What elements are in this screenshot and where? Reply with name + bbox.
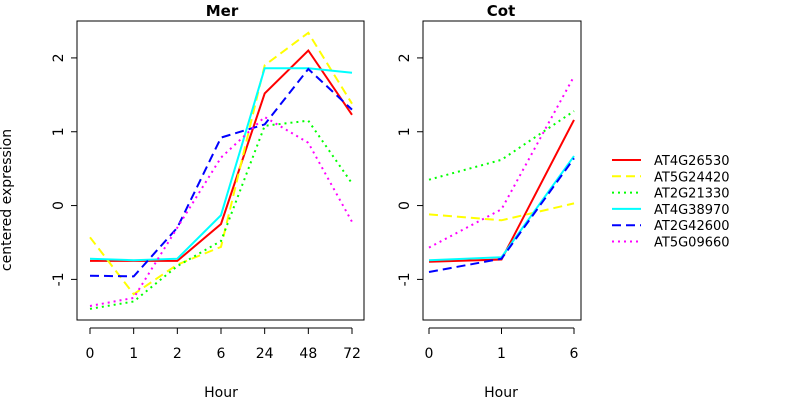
- legend-label: AT4G26530: [654, 154, 730, 169]
- legend-label: AT5G24420: [654, 170, 730, 185]
- x-tick-label: 0: [425, 346, 434, 362]
- x-tick-label: 1: [129, 346, 138, 362]
- series-line-at2g42600: [428, 157, 575, 273]
- series-line-at2g21330: [428, 110, 575, 181]
- series-line-at4g38970: [89, 67, 353, 262]
- y-tick-label: 1: [397, 127, 413, 136]
- legend-label: AT2G21330: [654, 187, 730, 202]
- series-line-at5g24420: [89, 31, 353, 296]
- panel-mer: Mer -1 0 1 2 0 1 2 6 24 48 72 Hour: [51, 2, 365, 400]
- x-tick-label: 48: [299, 346, 317, 362]
- y-axis-label: centered expression: [0, 129, 15, 271]
- series-line-at4g26530: [428, 119, 575, 263]
- x-tick-label: 6: [217, 346, 226, 362]
- y-tick-label: 0: [51, 201, 67, 210]
- panel-title-cot: Cot: [487, 2, 515, 20]
- series-line-at4g26530: [90, 48, 353, 262]
- series-lines-cot: [428, 75, 575, 273]
- y-tick-label: -1: [51, 272, 67, 286]
- x-tick-label: 2: [173, 346, 182, 362]
- series-lines-mer: [89, 31, 353, 310]
- x-axis-label-cot: Hour: [484, 385, 518, 400]
- series-line-at2g42600: [89, 67, 353, 278]
- series-line-at4g38970: [428, 155, 575, 262]
- x-axis-mer: 0 1 2 6 24 48 72: [86, 327, 361, 362]
- y-tick-label: 2: [397, 53, 413, 62]
- panel-cot: Cot -1 0 1 2 0 1 6 Hour: [397, 2, 582, 400]
- x-tick-label: 72: [343, 346, 361, 362]
- legend-label: AT2G42600: [654, 219, 730, 234]
- series-line-at5g24420: [428, 202, 575, 222]
- y-tick-label: 0: [397, 201, 413, 210]
- x-tick-label: 0: [86, 346, 95, 362]
- panel-title-mer: Mer: [206, 2, 239, 20]
- plot-frame-mer: [76, 20, 365, 321]
- legend-label: AT4G38970: [654, 203, 730, 218]
- plot-frame-cot: [422, 20, 582, 321]
- y-tick-label: -1: [397, 272, 413, 286]
- x-tick-label: 24: [256, 346, 274, 362]
- x-tick-label: 6: [570, 346, 579, 362]
- y-axis-mer: -1 0 1 2: [51, 53, 77, 286]
- x-axis-cot: 0 1 6: [425, 327, 579, 362]
- x-axis-label-mer: Hour: [204, 385, 238, 400]
- legend-label: AT5G09660: [654, 236, 730, 251]
- series-line-at2g21330: [89, 119, 353, 310]
- series-line-at5g09660: [89, 115, 353, 307]
- y-tick-label: 2: [51, 53, 67, 62]
- x-tick-label: 1: [497, 346, 506, 362]
- y-axis-cot: -1 0 1 2: [397, 53, 423, 286]
- y-tick-label: 1: [51, 127, 67, 136]
